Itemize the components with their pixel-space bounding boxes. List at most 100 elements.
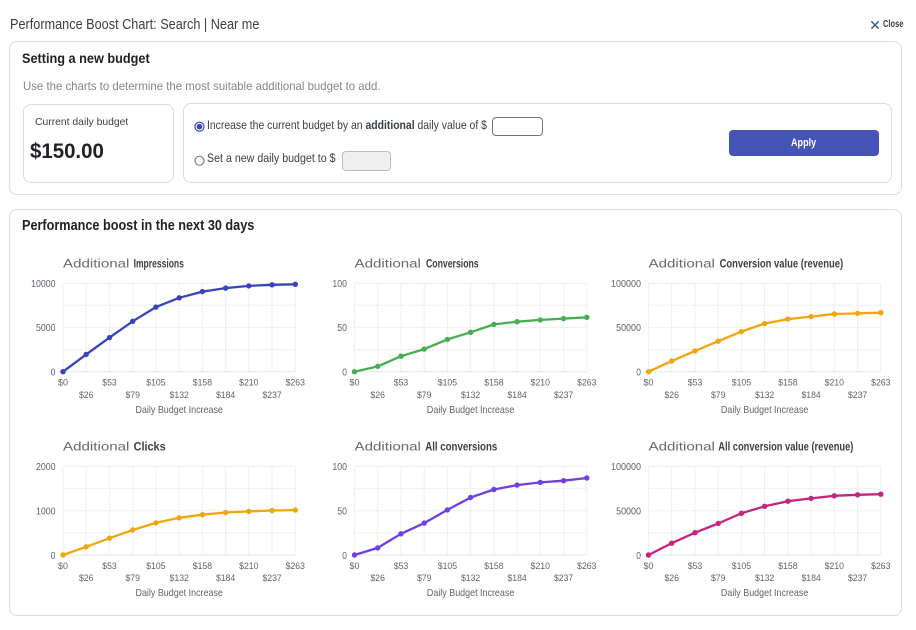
svg-text:0: 0 bbox=[342, 367, 347, 378]
svg-text:$263: $263 bbox=[577, 377, 596, 387]
svg-text:$158: $158 bbox=[193, 377, 212, 387]
svg-text:0: 0 bbox=[636, 367, 641, 378]
svg-text:50000: 50000 bbox=[616, 323, 641, 335]
svg-text:$263: $263 bbox=[871, 377, 890, 387]
svg-text:$132: $132 bbox=[755, 390, 774, 400]
svg-text:$26: $26 bbox=[664, 390, 679, 400]
svg-text:$79: $79 bbox=[417, 573, 432, 583]
svg-text:$53: $53 bbox=[394, 377, 409, 387]
svg-text:100000: 100000 bbox=[611, 462, 641, 474]
svg-text:50: 50 bbox=[337, 323, 347, 335]
svg-text:$210: $210 bbox=[239, 377, 258, 387]
svg-text:Conversion value (revenue): Conversion value (revenue) bbox=[720, 258, 844, 271]
svg-text:$79: $79 bbox=[711, 390, 726, 400]
svg-text:Daily Budget Increase: Daily Budget Increase bbox=[136, 404, 223, 416]
svg-text:$105: $105 bbox=[146, 561, 165, 571]
svg-text:$158: $158 bbox=[484, 377, 503, 387]
svg-text:$210: $210 bbox=[825, 561, 844, 571]
svg-text:Daily Budget Increase: Daily Budget Increase bbox=[427, 588, 514, 600]
svg-text:Daily Budget Increase: Daily Budget Increase bbox=[721, 588, 808, 600]
svg-text:0: 0 bbox=[51, 550, 56, 561]
svg-text:$0: $0 bbox=[644, 377, 654, 387]
svg-text:$237: $237 bbox=[848, 573, 867, 583]
svg-text:$26: $26 bbox=[370, 573, 385, 583]
svg-text:$79: $79 bbox=[417, 390, 432, 400]
svg-text:$263: $263 bbox=[871, 561, 890, 571]
svg-text:Daily Budget Increase: Daily Budget Increase bbox=[721, 404, 808, 416]
svg-text:$158: $158 bbox=[193, 561, 212, 571]
svg-text:Additional: Additional bbox=[63, 440, 129, 453]
svg-text:$210: $210 bbox=[531, 561, 550, 571]
svg-text:$105: $105 bbox=[146, 377, 165, 387]
svg-text:Additional: Additional bbox=[649, 440, 715, 453]
svg-text:1000: 1000 bbox=[36, 506, 55, 518]
svg-text:$53: $53 bbox=[688, 377, 703, 387]
svg-text:$26: $26 bbox=[79, 573, 94, 583]
svg-text:$132: $132 bbox=[755, 573, 774, 583]
svg-text:$184: $184 bbox=[216, 573, 235, 583]
svg-text:$184: $184 bbox=[507, 573, 526, 583]
svg-text:$237: $237 bbox=[262, 390, 281, 400]
svg-text:$184: $184 bbox=[801, 390, 820, 400]
svg-text:$210: $210 bbox=[239, 561, 258, 571]
svg-text:0: 0 bbox=[636, 550, 641, 561]
svg-text:$132: $132 bbox=[461, 573, 480, 583]
svg-text:$263: $263 bbox=[286, 561, 305, 571]
svg-text:50: 50 bbox=[337, 506, 347, 518]
svg-text:$132: $132 bbox=[170, 573, 189, 583]
svg-text:$53: $53 bbox=[688, 561, 703, 571]
svg-text:0: 0 bbox=[51, 367, 56, 378]
svg-text:$26: $26 bbox=[664, 573, 679, 583]
svg-text:$184: $184 bbox=[216, 390, 235, 400]
svg-text:$105: $105 bbox=[438, 377, 457, 387]
svg-text:$184: $184 bbox=[801, 573, 820, 583]
svg-text:0: 0 bbox=[342, 550, 347, 561]
svg-text:$132: $132 bbox=[461, 390, 480, 400]
svg-text:$237: $237 bbox=[848, 390, 867, 400]
svg-text:All conversions: All conversions bbox=[425, 441, 497, 454]
svg-text:$0: $0 bbox=[350, 377, 360, 387]
svg-text:$263: $263 bbox=[286, 377, 305, 387]
svg-text:$26: $26 bbox=[79, 390, 94, 400]
svg-text:$79: $79 bbox=[125, 573, 140, 583]
svg-text:5000: 5000 bbox=[36, 323, 55, 335]
svg-text:$210: $210 bbox=[825, 377, 844, 387]
svg-text:$0: $0 bbox=[644, 561, 654, 571]
svg-text:Daily Budget Increase: Daily Budget Increase bbox=[136, 588, 223, 600]
svg-text:$210: $210 bbox=[531, 377, 550, 387]
svg-text:Additional: Additional bbox=[355, 440, 421, 453]
svg-text:$0: $0 bbox=[58, 561, 68, 571]
svg-text:100000: 100000 bbox=[611, 278, 641, 290]
svg-text:$0: $0 bbox=[58, 377, 68, 387]
svg-text:$132: $132 bbox=[170, 390, 189, 400]
svg-text:$79: $79 bbox=[125, 390, 140, 400]
svg-text:$0: $0 bbox=[350, 561, 360, 571]
svg-text:$53: $53 bbox=[102, 561, 117, 571]
svg-text:All conversion value (revenue): All conversion value (revenue) bbox=[718, 440, 853, 453]
svg-text:$237: $237 bbox=[262, 573, 281, 583]
svg-text:$237: $237 bbox=[554, 390, 573, 400]
svg-text:$184: $184 bbox=[507, 390, 526, 400]
svg-text:$263: $263 bbox=[577, 561, 596, 571]
svg-text:$105: $105 bbox=[732, 377, 751, 387]
svg-text:$53: $53 bbox=[102, 377, 117, 387]
svg-text:$158: $158 bbox=[778, 377, 797, 387]
svg-text:100: 100 bbox=[332, 278, 347, 290]
svg-text:10000: 10000 bbox=[31, 278, 55, 290]
svg-text:Additional: Additional bbox=[355, 257, 421, 270]
svg-text:Conversions: Conversions bbox=[426, 257, 479, 271]
svg-text:50000: 50000 bbox=[616, 506, 641, 518]
svg-text:Impressions: Impressions bbox=[134, 257, 184, 271]
svg-text:$105: $105 bbox=[732, 561, 751, 571]
svg-text:$79: $79 bbox=[711, 573, 726, 583]
svg-text:2000: 2000 bbox=[36, 462, 55, 474]
svg-text:$105: $105 bbox=[438, 561, 457, 571]
svg-text:$158: $158 bbox=[778, 561, 797, 571]
svg-text:Daily Budget Increase: Daily Budget Increase bbox=[427, 404, 514, 416]
svg-text:$53: $53 bbox=[394, 561, 409, 571]
svg-text:100: 100 bbox=[332, 462, 347, 474]
svg-text:Additional: Additional bbox=[649, 257, 715, 270]
svg-text:Clicks: Clicks bbox=[134, 441, 166, 454]
svg-text:$158: $158 bbox=[484, 561, 503, 571]
svg-text:$237: $237 bbox=[554, 573, 573, 583]
